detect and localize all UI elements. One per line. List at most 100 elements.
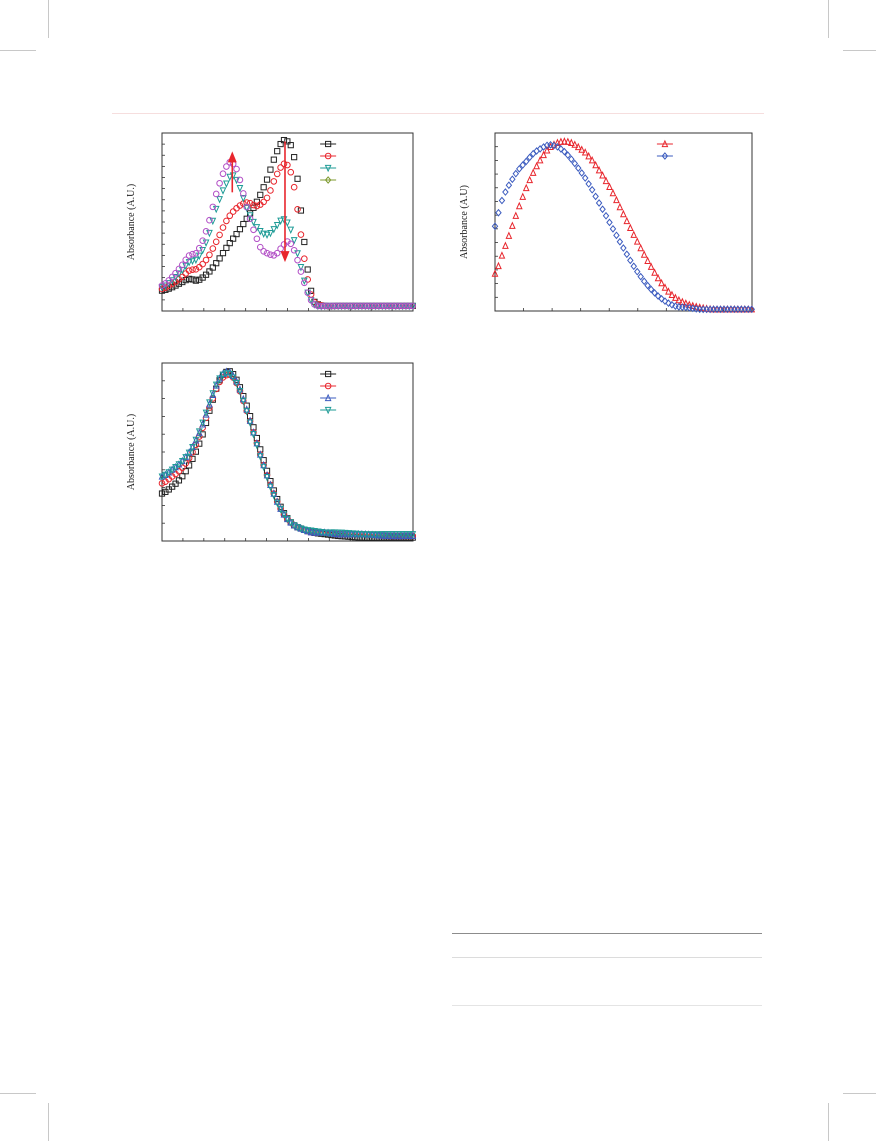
data-point: [178, 457, 186, 466]
data-point: [270, 226, 278, 234]
data-point: [368, 531, 376, 539]
data-point: [209, 217, 217, 226]
data-point: [561, 137, 568, 145]
data-point: [236, 387, 244, 396]
data-point: [287, 168, 295, 176]
data-point: [402, 531, 410, 539]
data-point: [297, 268, 305, 275]
data-point: [372, 302, 379, 310]
data-point: [206, 251, 213, 259]
data-point: [682, 299, 690, 307]
data-point: [213, 260, 220, 267]
data-point: [557, 145, 565, 153]
data-point: [640, 277, 648, 286]
data-point: [385, 302, 393, 310]
data-point: [219, 170, 227, 178]
data-point: [216, 179, 223, 187]
data-point: [368, 302, 376, 310]
data-point: [581, 148, 589, 156]
data-point: [291, 154, 298, 161]
data-point: [358, 531, 366, 539]
data-point: [498, 251, 506, 259]
data-point: [647, 262, 655, 270]
data-point: [623, 216, 631, 225]
plot-frame: [161, 132, 414, 312]
data-point: [223, 163, 230, 170]
data-point: [620, 244, 627, 252]
data-point: [585, 180, 592, 188]
data-point: [409, 302, 417, 310]
data-point: [223, 244, 230, 251]
data-point: [362, 302, 369, 310]
data-point: [526, 153, 533, 162]
data-point: [212, 190, 220, 198]
data-point: [185, 252, 193, 259]
data-point: [243, 408, 251, 416]
data-point: [613, 231, 620, 240]
legend-marker: [324, 406, 332, 415]
data-point: [162, 284, 169, 291]
data-point: [168, 466, 176, 475]
data-point: [267, 229, 274, 238]
data-point: [606, 182, 613, 190]
data-point: [623, 250, 631, 259]
data-point: [575, 164, 582, 173]
data-point: [338, 529, 345, 538]
data-point: [536, 145, 544, 153]
data-point: [236, 384, 244, 391]
data-point: [223, 180, 230, 188]
series-1: [491, 137, 756, 313]
data-point: [257, 191, 264, 198]
data-point: [595, 166, 603, 174]
data-point: [334, 302, 342, 310]
data-point: [226, 173, 234, 182]
data-point: [172, 282, 179, 289]
data-point: [189, 257, 196, 266]
data-point: [341, 529, 349, 538]
data-point: [158, 285, 166, 293]
data-point: [294, 175, 301, 182]
data-point: [270, 178, 278, 185]
data-point: [389, 531, 396, 540]
data-point: [512, 169, 520, 178]
data-point: [199, 431, 206, 438]
y-axis-label: Absorbance (A.U.): [126, 184, 137, 260]
data-point: [578, 145, 586, 153]
data-point: [219, 187, 227, 195]
data-point: [395, 531, 403, 540]
data-point: [216, 375, 223, 383]
data-point: [409, 531, 417, 539]
data-point: [260, 460, 268, 469]
data-point: [199, 260, 206, 268]
data-point: [595, 199, 603, 207]
data-point: [175, 461, 183, 469]
data-point: [260, 248, 267, 255]
data-point: [168, 273, 176, 281]
data-point: [236, 385, 244, 393]
data-point: [328, 302, 335, 310]
data-point: [195, 428, 203, 436]
data-point: [202, 256, 210, 264]
data-point: [192, 266, 200, 273]
data-point: [516, 164, 523, 173]
data-point: [202, 410, 210, 418]
data-point: [219, 250, 227, 257]
data-point: [522, 157, 530, 166]
legend-marker: [661, 152, 669, 160]
data-point: [253, 439, 261, 447]
chart-a: Absorbance (A.U.): [126, 132, 417, 312]
legend-marker: [324, 393, 332, 402]
data-point: [519, 192, 527, 200]
data-point: [158, 284, 166, 292]
data-point: [561, 147, 568, 156]
data-point: [277, 217, 284, 226]
data-point: [606, 218, 613, 227]
data-point: [277, 140, 284, 148]
data-point: [273, 499, 281, 507]
data-point: [182, 468, 189, 475]
data-point: [651, 268, 658, 276]
data-point: [389, 302, 396, 310]
data-point: [658, 278, 665, 287]
data-point: [609, 188, 617, 197]
legend-marker: [325, 370, 332, 378]
